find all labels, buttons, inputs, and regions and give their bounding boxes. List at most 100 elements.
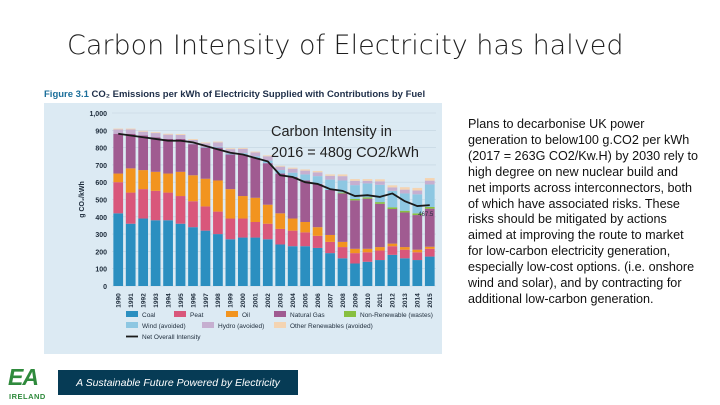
bar-natural-gas-1993 bbox=[150, 137, 161, 172]
bar-oil-2000 bbox=[237, 196, 248, 219]
bar-coal-1996 bbox=[188, 227, 198, 286]
net-overall-intensity-line bbox=[118, 132, 430, 207]
bar-other-renewables-avoided--2004 bbox=[287, 167, 298, 169]
y-tick-label-900: 900 bbox=[95, 128, 107, 135]
bar-non-renewable-wastes--2009 bbox=[350, 198, 360, 201]
x-tick-label-2009: 2009 bbox=[352, 293, 359, 308]
bar-coal-1995 bbox=[175, 223, 186, 286]
bar-coal-1994 bbox=[163, 220, 173, 286]
bar-peat-2011 bbox=[375, 250, 385, 261]
bar-natural-gas-2009 bbox=[350, 200, 360, 249]
bar-hydro-avoided--1992 bbox=[138, 131, 149, 136]
bar-hydro-avoided--2001 bbox=[250, 152, 261, 157]
y-tick-label-200: 200 bbox=[95, 249, 107, 256]
legend-coal-label: Coal bbox=[142, 312, 156, 319]
bar-natural-gas-2002 bbox=[262, 163, 273, 205]
bar-peat-1998 bbox=[213, 211, 223, 235]
bar-oil-2002 bbox=[262, 204, 273, 224]
bar-coal-1990 bbox=[113, 213, 124, 286]
bar-coal-2015 bbox=[424, 256, 435, 286]
bar-natural-gas-2001 bbox=[250, 157, 261, 198]
bar-wind-avoided--2015 bbox=[424, 184, 435, 207]
y-tick-label-600: 600 bbox=[95, 180, 107, 187]
legend-other-renewables-avoided-swatch bbox=[274, 322, 286, 328]
bar-wind-avoided--1997 bbox=[200, 147, 211, 148]
x-tick-label-2002: 2002 bbox=[265, 293, 272, 308]
bar-other-renewables-avoided--1997 bbox=[200, 142, 211, 144]
bar-coal-2014 bbox=[412, 260, 423, 286]
carbon-intensity-note: Carbon Intensity in 2016 = 480g CO2/kWh bbox=[271, 122, 419, 164]
bar-natural-gas-2011 bbox=[375, 203, 385, 248]
legend-hydro-avoided-swatch bbox=[202, 322, 214, 328]
y-tick-label-1000: 1,000 bbox=[89, 111, 107, 118]
bar-other-renewables-avoided--2012 bbox=[387, 185, 398, 188]
bar-oil-2013 bbox=[399, 247, 410, 250]
legend-wind-avoided-label: Wind (avoided) bbox=[142, 323, 186, 330]
bar-natural-gas-2003 bbox=[275, 173, 286, 214]
bar-peat-2014 bbox=[412, 252, 423, 261]
bar-hydro-avoided--2014 bbox=[412, 190, 423, 195]
bar-other-renewables-avoided--1993 bbox=[150, 132, 161, 134]
bar-peat-1997 bbox=[200, 206, 211, 231]
bar-coal-2000 bbox=[237, 237, 248, 286]
bar-non-renewable-wastes--2013 bbox=[399, 210, 410, 213]
bar-hydro-avoided--1990 bbox=[113, 129, 124, 134]
bar-oil-2011 bbox=[375, 247, 385, 251]
bar-natural-gas-1992 bbox=[138, 135, 149, 171]
bar-oil-1997 bbox=[200, 178, 211, 207]
bar-coal-1997 bbox=[200, 230, 211, 286]
bar-natural-gas-1995 bbox=[175, 138, 186, 172]
legend-non-renewable-wastes-swatch bbox=[344, 311, 356, 317]
bar-coal-1992 bbox=[138, 218, 149, 286]
bar-hydro-avoided--1993 bbox=[150, 133, 161, 138]
x-tick-label-1998: 1998 bbox=[215, 293, 222, 308]
bar-peat-2004 bbox=[287, 230, 298, 247]
bar-hydro-avoided--2012 bbox=[387, 187, 398, 191]
bar-oil-2007 bbox=[325, 234, 335, 242]
x-tick-label-2001: 2001 bbox=[253, 293, 260, 308]
x-tick-label-2003: 2003 bbox=[278, 293, 285, 308]
bar-natural-gas-1997 bbox=[200, 147, 211, 179]
bar-natural-gas-1996 bbox=[188, 144, 198, 176]
bar-oil-2005 bbox=[300, 221, 311, 233]
bar-peat-1991 bbox=[125, 192, 136, 224]
bar-hydro-avoided--2004 bbox=[287, 168, 298, 173]
bar-peat-1996 bbox=[188, 201, 198, 228]
bar-other-renewables-avoided--2000 bbox=[237, 147, 248, 149]
x-tick-label-2014: 2014 bbox=[415, 293, 422, 308]
bar-peat-2005 bbox=[300, 232, 311, 247]
bar-oil-1996 bbox=[188, 175, 198, 202]
bar-oil-2008 bbox=[337, 241, 348, 248]
bar-coal-2005 bbox=[300, 246, 311, 286]
bar-natural-gas-1999 bbox=[225, 154, 236, 190]
x-tick-label-2011: 2011 bbox=[377, 293, 384, 307]
bar-other-renewables-avoided--1990 bbox=[113, 128, 124, 130]
bar-wind-avoided--2008 bbox=[337, 180, 348, 193]
logo-mark: EA bbox=[8, 364, 39, 390]
bar-peat-2006 bbox=[312, 235, 323, 248]
x-tick-label-1994: 1994 bbox=[165, 293, 172, 308]
y-tick-label-700: 700 bbox=[95, 163, 107, 170]
x-tick-label-2008: 2008 bbox=[340, 293, 347, 308]
bar-natural-gas-1991 bbox=[125, 133, 136, 169]
bar-oil-2009 bbox=[350, 248, 360, 254]
bar-oil-2004 bbox=[287, 218, 298, 231]
bar-natural-gas-2005 bbox=[300, 180, 311, 222]
bar-coal-2004 bbox=[287, 246, 298, 286]
y-tick-label-500: 500 bbox=[95, 198, 107, 205]
bar-other-renewables-avoided--1994 bbox=[163, 133, 173, 135]
bar-hydro-avoided--2006 bbox=[312, 172, 323, 177]
bar-peat-2007 bbox=[325, 241, 335, 254]
bar-peat-2009 bbox=[350, 253, 360, 264]
bar-other-renewables-avoided--2001 bbox=[250, 151, 261, 153]
bar-peat-2001 bbox=[250, 221, 261, 238]
bar-oil-2001 bbox=[250, 197, 261, 222]
legend-wind-avoided-swatch bbox=[126, 322, 138, 328]
x-tick-label-2010: 2010 bbox=[365, 293, 372, 308]
bar-natural-gas-1998 bbox=[213, 147, 223, 181]
bar-other-renewables-avoided--2011 bbox=[375, 179, 385, 182]
emissions-chart: 0 100 200 300 400 500 600 700 800 900 1,000 g CO₂/k… bbox=[79, 111, 436, 341]
y-tick-label-300: 300 bbox=[95, 232, 107, 239]
bar-non-renewable-wastes--2014 bbox=[412, 213, 423, 216]
bar-oil-1995 bbox=[175, 171, 186, 197]
